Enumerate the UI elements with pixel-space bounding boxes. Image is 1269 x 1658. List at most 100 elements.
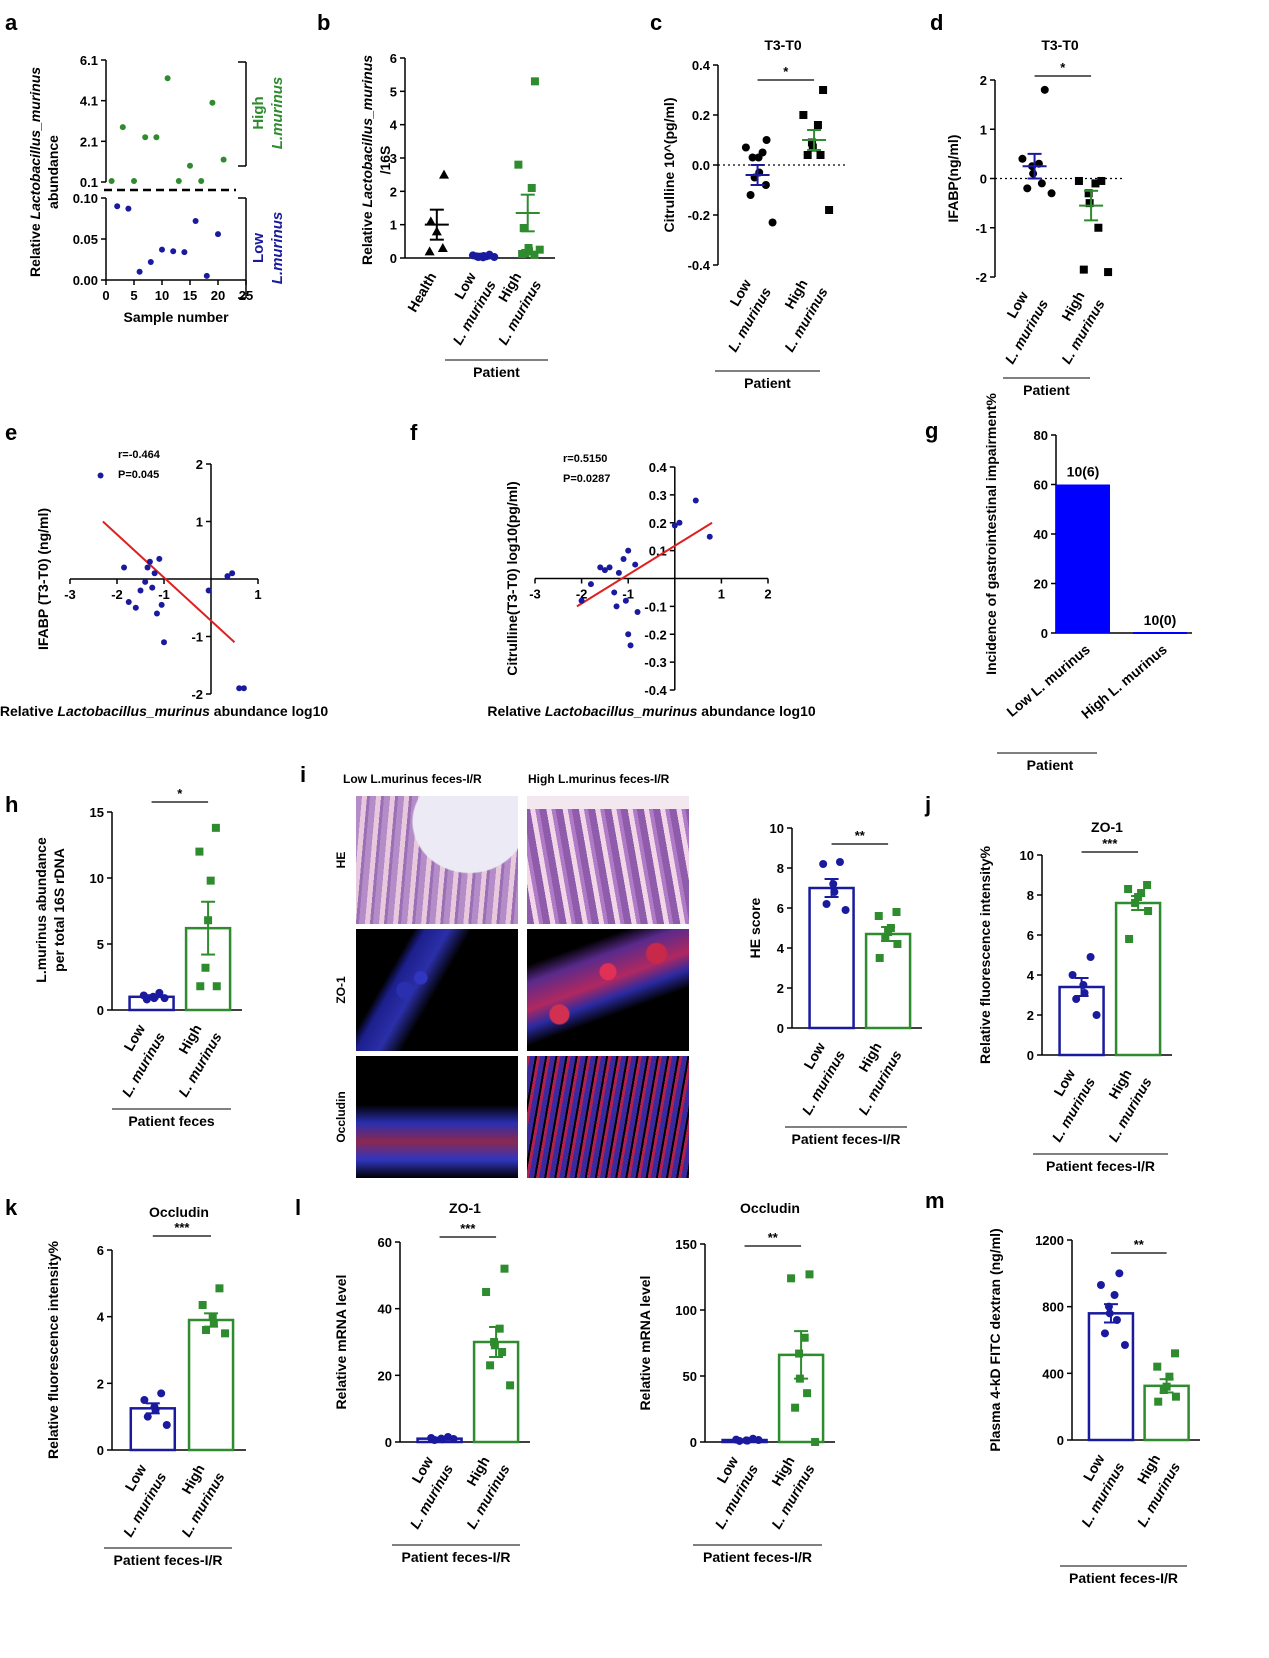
chart-j-data-point xyxy=(1092,1011,1101,1019)
micrograph-row-label-occludin: Occludin xyxy=(334,1091,348,1142)
chart-m-data-point xyxy=(1159,1386,1168,1394)
chart-k-bar xyxy=(187,1318,235,1452)
chart-f-data-point xyxy=(625,547,632,554)
chart-b-y-label-part: Relative xyxy=(359,207,375,265)
chart-a-x-label: Sample number xyxy=(123,309,229,325)
chart-f-y-label: Citrulline(T3-T0) log10(pg/ml) xyxy=(504,481,520,675)
chart-f-data-point xyxy=(634,608,641,615)
chart-f-y-tick-label: -0.1 xyxy=(644,599,666,614)
micrograph-he-high xyxy=(527,796,689,924)
chart-a-data-point-high xyxy=(153,134,160,141)
chart-g-y-tick-label: 60 xyxy=(1034,478,1048,493)
chart-k-title: Occludin xyxy=(149,1204,209,1220)
chart-f-y-tick-label: 0.1 xyxy=(649,544,667,559)
chart-m-y-tick-label: 400 xyxy=(1042,1366,1064,1381)
chart-e-data-point xyxy=(144,564,151,571)
chart-k-y-label: Relative fluorescence intensity% xyxy=(45,1241,61,1459)
chart-d-y-tick-label: 0 xyxy=(980,172,987,187)
chart-f-x-tick-label: 2 xyxy=(764,587,771,602)
chart-i-data-point xyxy=(829,880,838,888)
chart-a-data-point-high xyxy=(164,75,171,82)
chart-h-y-tick-label: 0 xyxy=(97,1003,104,1018)
chart-e-y-tick-label: -2 xyxy=(191,687,203,702)
chart-b-data-point xyxy=(518,250,527,258)
chart-a-y-label-part: Relative xyxy=(27,219,43,277)
chart-m-data-point xyxy=(1153,1362,1162,1371)
chart-e-data-point xyxy=(146,558,153,565)
chart-a-data-point-low xyxy=(203,272,210,279)
chart-m-data-point xyxy=(1110,1291,1119,1299)
chart-b-y-tick-label: 0 xyxy=(390,251,397,266)
chart-d-data-point xyxy=(1084,189,1093,198)
chart-l1-data-point xyxy=(486,1361,495,1370)
chart-b-data-point xyxy=(425,216,436,226)
chart-f-data-point xyxy=(601,567,608,574)
chart-a-y-label-line2: abundance xyxy=(45,135,61,209)
chart-b-y-label: Relative Lactobacillus_murinus xyxy=(359,55,375,265)
chart-d-data-point xyxy=(1040,85,1049,94)
chart-l1-title: ZO-1 xyxy=(449,1200,481,1216)
chart-e-data-point xyxy=(97,472,104,479)
chart-g-y-tick-label: 40 xyxy=(1034,527,1048,542)
chart-h-significance-label: * xyxy=(177,786,183,801)
chart-a-x-tick-label: 5 xyxy=(130,288,137,303)
chart-l2-data-point xyxy=(787,1274,796,1283)
chart-c-data-point xyxy=(807,138,816,147)
chart-i-y-tick-label: 6 xyxy=(777,901,784,916)
chart-e-data-point xyxy=(137,587,144,594)
chart-a-upper-y-tick-label: 0.1 xyxy=(80,175,98,190)
chart-l2-y-tick-label: 100 xyxy=(675,1303,697,1318)
chart-e-data-point xyxy=(240,685,247,692)
chart-m-group-label: Patient feces-I/R xyxy=(1069,1570,1178,1586)
chart-d-data-point xyxy=(1094,223,1103,232)
chart-a-x-tick-label: 15 xyxy=(183,288,197,303)
chart-j-bar xyxy=(1058,985,1105,1057)
chart-e-stat-p: P=0.045 xyxy=(118,469,159,481)
chart-i-significance-label: ** xyxy=(855,828,866,843)
chart-h-data-point xyxy=(196,982,205,991)
chart-a-data-point-low xyxy=(159,246,165,253)
chart-f-stat-r: r=0.5150 xyxy=(563,453,607,465)
chart-e-data-point xyxy=(236,685,243,692)
chart-g-y-tick-label: 80 xyxy=(1034,428,1048,443)
chart-k-y-tick-label: 0 xyxy=(97,1443,104,1458)
panel-letter-b: b xyxy=(317,10,330,35)
chart-j-y-tick-label: 2 xyxy=(1027,1008,1034,1023)
chart-l2-data-point xyxy=(811,1438,820,1446)
chart-l1-significance-label: *** xyxy=(460,1221,476,1236)
chart-c-data-point xyxy=(754,153,763,162)
chart-i-data-point xyxy=(819,860,828,868)
chart-h-data-point xyxy=(201,963,210,972)
chart-d-y-tick-label: -1 xyxy=(975,221,987,236)
chart-d-data-point xyxy=(1104,268,1113,277)
chart-b-data-point xyxy=(535,245,544,254)
chart-h-y-tick-label: 15 xyxy=(90,805,104,820)
micrograph-column-title-high: High L.murinus feces-I/R xyxy=(528,772,670,786)
chart-a-bracket-label-low: Low xyxy=(250,233,267,263)
chart-a-data-point-high xyxy=(119,124,126,131)
chart-e-data-point xyxy=(142,578,149,585)
chart-e-x-label-part: abundance log10 xyxy=(210,703,328,719)
chart-l2-y-tick-label: 50 xyxy=(683,1369,697,1384)
chart-b-y-tick-label: 4 xyxy=(390,118,398,133)
chart-e-x-label-part: Lactobacillus_murinus xyxy=(57,703,210,719)
chart-e-data-point xyxy=(153,610,160,617)
panel-letter-a: a xyxy=(5,10,18,35)
chart-c-data-point xyxy=(813,121,822,129)
chart-k-data-point xyxy=(202,1326,211,1334)
chart-e-y-tick-label: 2 xyxy=(196,457,203,472)
chart-m-y-tick-label: 1200 xyxy=(1035,1233,1064,1248)
chart-c-y-tick-label: 0.2 xyxy=(692,108,710,123)
chart-l2-data-point xyxy=(795,1349,804,1358)
chart-i-data-point xyxy=(835,858,844,866)
chart-e-data-point xyxy=(161,639,167,646)
chart-e-data-point xyxy=(149,584,156,591)
chart-g-group-label: Patient xyxy=(1027,757,1074,773)
chart-m-data-point xyxy=(1096,1281,1105,1289)
chart-a-data-point-high xyxy=(142,134,149,141)
chart-f-data-point xyxy=(611,589,618,596)
chart-m-y-tick-label: 0 xyxy=(1057,1433,1064,1448)
chart-k-significance-label: *** xyxy=(174,1220,190,1235)
chart-b-x-category-label: Health xyxy=(404,270,439,315)
chart-d-data-point xyxy=(1029,169,1038,178)
